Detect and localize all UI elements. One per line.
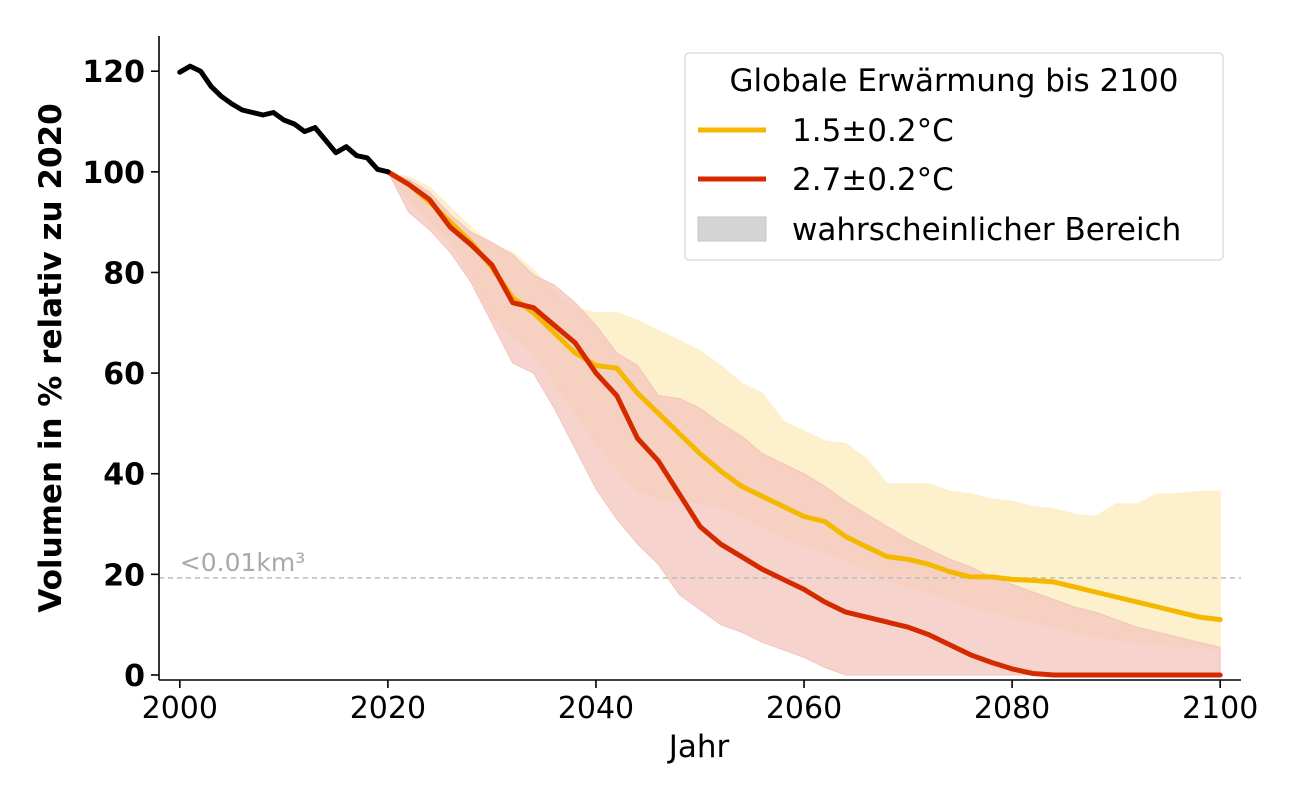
y-ticks: 0 20 40 60 80 100 120 — [82, 55, 159, 694]
x-ticks: 2000 2020 2040 2060 2080 2100 — [142, 680, 1258, 726]
observed-line — [177, 63, 391, 175]
legend: Globale Erwärmung bis 2100 1.5±0.2°C 2.7… — [684, 52, 1224, 261]
y-tick-label: 80 — [103, 256, 145, 291]
x-axis-label: Jahr — [667, 729, 730, 765]
x-tick-label: 2000 — [142, 691, 218, 726]
series-lines — [177, 63, 1223, 678]
y-tick-label: 60 — [103, 357, 145, 392]
x-tick-label: 2040 — [558, 691, 634, 726]
x-tick-label: 2080 — [974, 691, 1050, 726]
x-tick-label: 2060 — [766, 691, 842, 726]
legend-frame — [684, 52, 1224, 261]
y-tick-label: 100 — [82, 156, 145, 191]
legend-label-2p7: 2.7±0.2°C — [792, 162, 954, 198]
range-band-2p7 — [386, 170, 1221, 676]
axes — [158, 36, 1241, 681]
legend-label-range: wahrscheinlicher Bereich — [792, 212, 1181, 248]
y-tick-label: 0 — [124, 659, 145, 694]
threshold-annotation: <0.01km³ — [180, 548, 305, 577]
y-axis-label: Volumen in % relativ zu 2020 — [33, 103, 69, 612]
legend-label-1p5: 1.5±0.2°C — [792, 113, 954, 149]
y-tick-label: 120 — [82, 55, 145, 90]
y-tick-label: 20 — [103, 558, 145, 593]
likely-range-bands — [386, 170, 1221, 676]
y-tick-label: 40 — [103, 458, 145, 493]
legend-title: Globale Erwärmung bis 2100 — [730, 63, 1179, 99]
x-tick-label: 2100 — [1182, 691, 1258, 726]
series-line-2p7 — [385, 169, 1223, 678]
legend-swatch-range — [697, 216, 767, 242]
x-tick-label: 2020 — [350, 691, 426, 726]
